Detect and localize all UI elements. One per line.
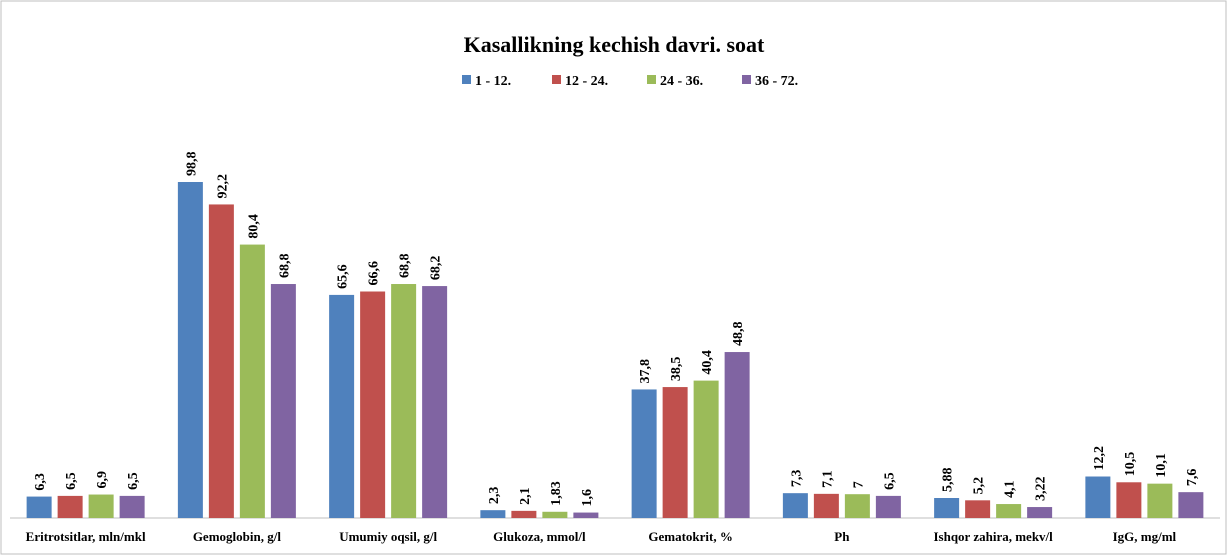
data-label: 66,6	[367, 261, 382, 286]
data-label: 7,6	[1185, 469, 1200, 487]
bar	[270, 284, 296, 518]
x-tick-label: Ishqor zahira, mekv/l	[933, 529, 1053, 544]
data-label: 92,2	[215, 174, 230, 199]
data-label: 38,5	[669, 357, 684, 382]
data-label: 5,2	[972, 477, 987, 495]
bar	[875, 495, 901, 518]
data-label: 68,2	[429, 256, 444, 281]
legend-label: 36 - 72.	[755, 74, 798, 89]
legend-label: 24 - 36.	[660, 74, 703, 89]
data-label: 2,3	[487, 487, 502, 505]
bar	[782, 493, 808, 518]
bar	[329, 294, 355, 518]
chart-title: Kasallikning kechish davri. soat	[464, 32, 765, 57]
data-label: 40,4	[700, 350, 715, 375]
bar	[965, 500, 991, 518]
legend-swatch	[462, 75, 471, 84]
data-label: 10,1	[1154, 453, 1169, 478]
bar	[208, 204, 234, 518]
x-tick-label: Ph	[834, 529, 850, 544]
bar	[693, 380, 719, 518]
bar	[88, 494, 114, 518]
data-label: 7	[851, 481, 866, 488]
data-label: 1,83	[549, 481, 564, 506]
x-tick-label: Gematokrit, %	[648, 529, 732, 544]
data-label: 68,8	[398, 254, 413, 279]
data-label: 6,5	[882, 472, 897, 490]
x-tick-label: Gemoglobin, g/l	[193, 529, 282, 544]
bar	[239, 244, 265, 519]
bar	[1178, 492, 1204, 518]
bar	[1116, 482, 1142, 518]
bar	[542, 511, 568, 518]
data-label: 80,4	[246, 214, 261, 239]
bar	[724, 352, 750, 518]
data-label: 10,5	[1123, 452, 1138, 477]
bar	[1027, 507, 1053, 518]
data-label: 7,1	[820, 470, 835, 488]
legend-swatch	[647, 75, 656, 84]
data-label: 37,8	[638, 359, 653, 384]
data-label: 4,1	[1003, 481, 1018, 499]
x-tick-label: IgG, mg/ml	[1113, 529, 1177, 544]
bar	[996, 504, 1022, 518]
bar	[391, 284, 417, 518]
data-label: 2,1	[518, 487, 533, 505]
bar	[631, 389, 657, 518]
x-tick-label: Eritrotsitlar, mln/mkl	[26, 529, 146, 544]
data-label: 12,2	[1092, 446, 1107, 471]
bar	[1085, 476, 1111, 518]
legend-swatch	[742, 75, 751, 84]
bar	[119, 495, 145, 518]
bar	[844, 494, 870, 518]
data-label: 6,5	[126, 472, 141, 490]
bar	[360, 291, 386, 518]
x-tick-label: Umumiy oqsil, g/l	[339, 529, 437, 544]
data-label: 1,6	[580, 489, 595, 507]
data-label: 98,8	[184, 152, 199, 177]
data-label: 68,8	[277, 254, 292, 279]
data-label: 5,88	[941, 468, 956, 493]
bar	[57, 495, 83, 518]
legend-label: 12 - 24.	[565, 74, 608, 89]
x-tick-label: Glukoza, mmol/l	[493, 529, 586, 544]
data-label: 6,3	[33, 473, 48, 491]
legend-swatch	[552, 75, 561, 84]
bar	[26, 496, 52, 518]
bar	[662, 387, 688, 518]
data-label: 3,22	[1034, 477, 1049, 502]
bar	[573, 512, 599, 518]
bar	[422, 286, 448, 518]
bar	[480, 510, 506, 518]
bar	[813, 493, 839, 518]
data-label: 65,6	[336, 264, 351, 289]
bar	[934, 498, 960, 518]
bar	[1147, 483, 1173, 518]
data-label: 7,3	[789, 470, 804, 488]
bar	[177, 182, 203, 518]
data-label: 48,8	[731, 322, 746, 347]
data-label: 6,5	[64, 472, 79, 490]
legend-label: 1 - 12.	[475, 74, 511, 89]
data-label: 6,9	[95, 471, 110, 489]
bar	[511, 510, 537, 518]
